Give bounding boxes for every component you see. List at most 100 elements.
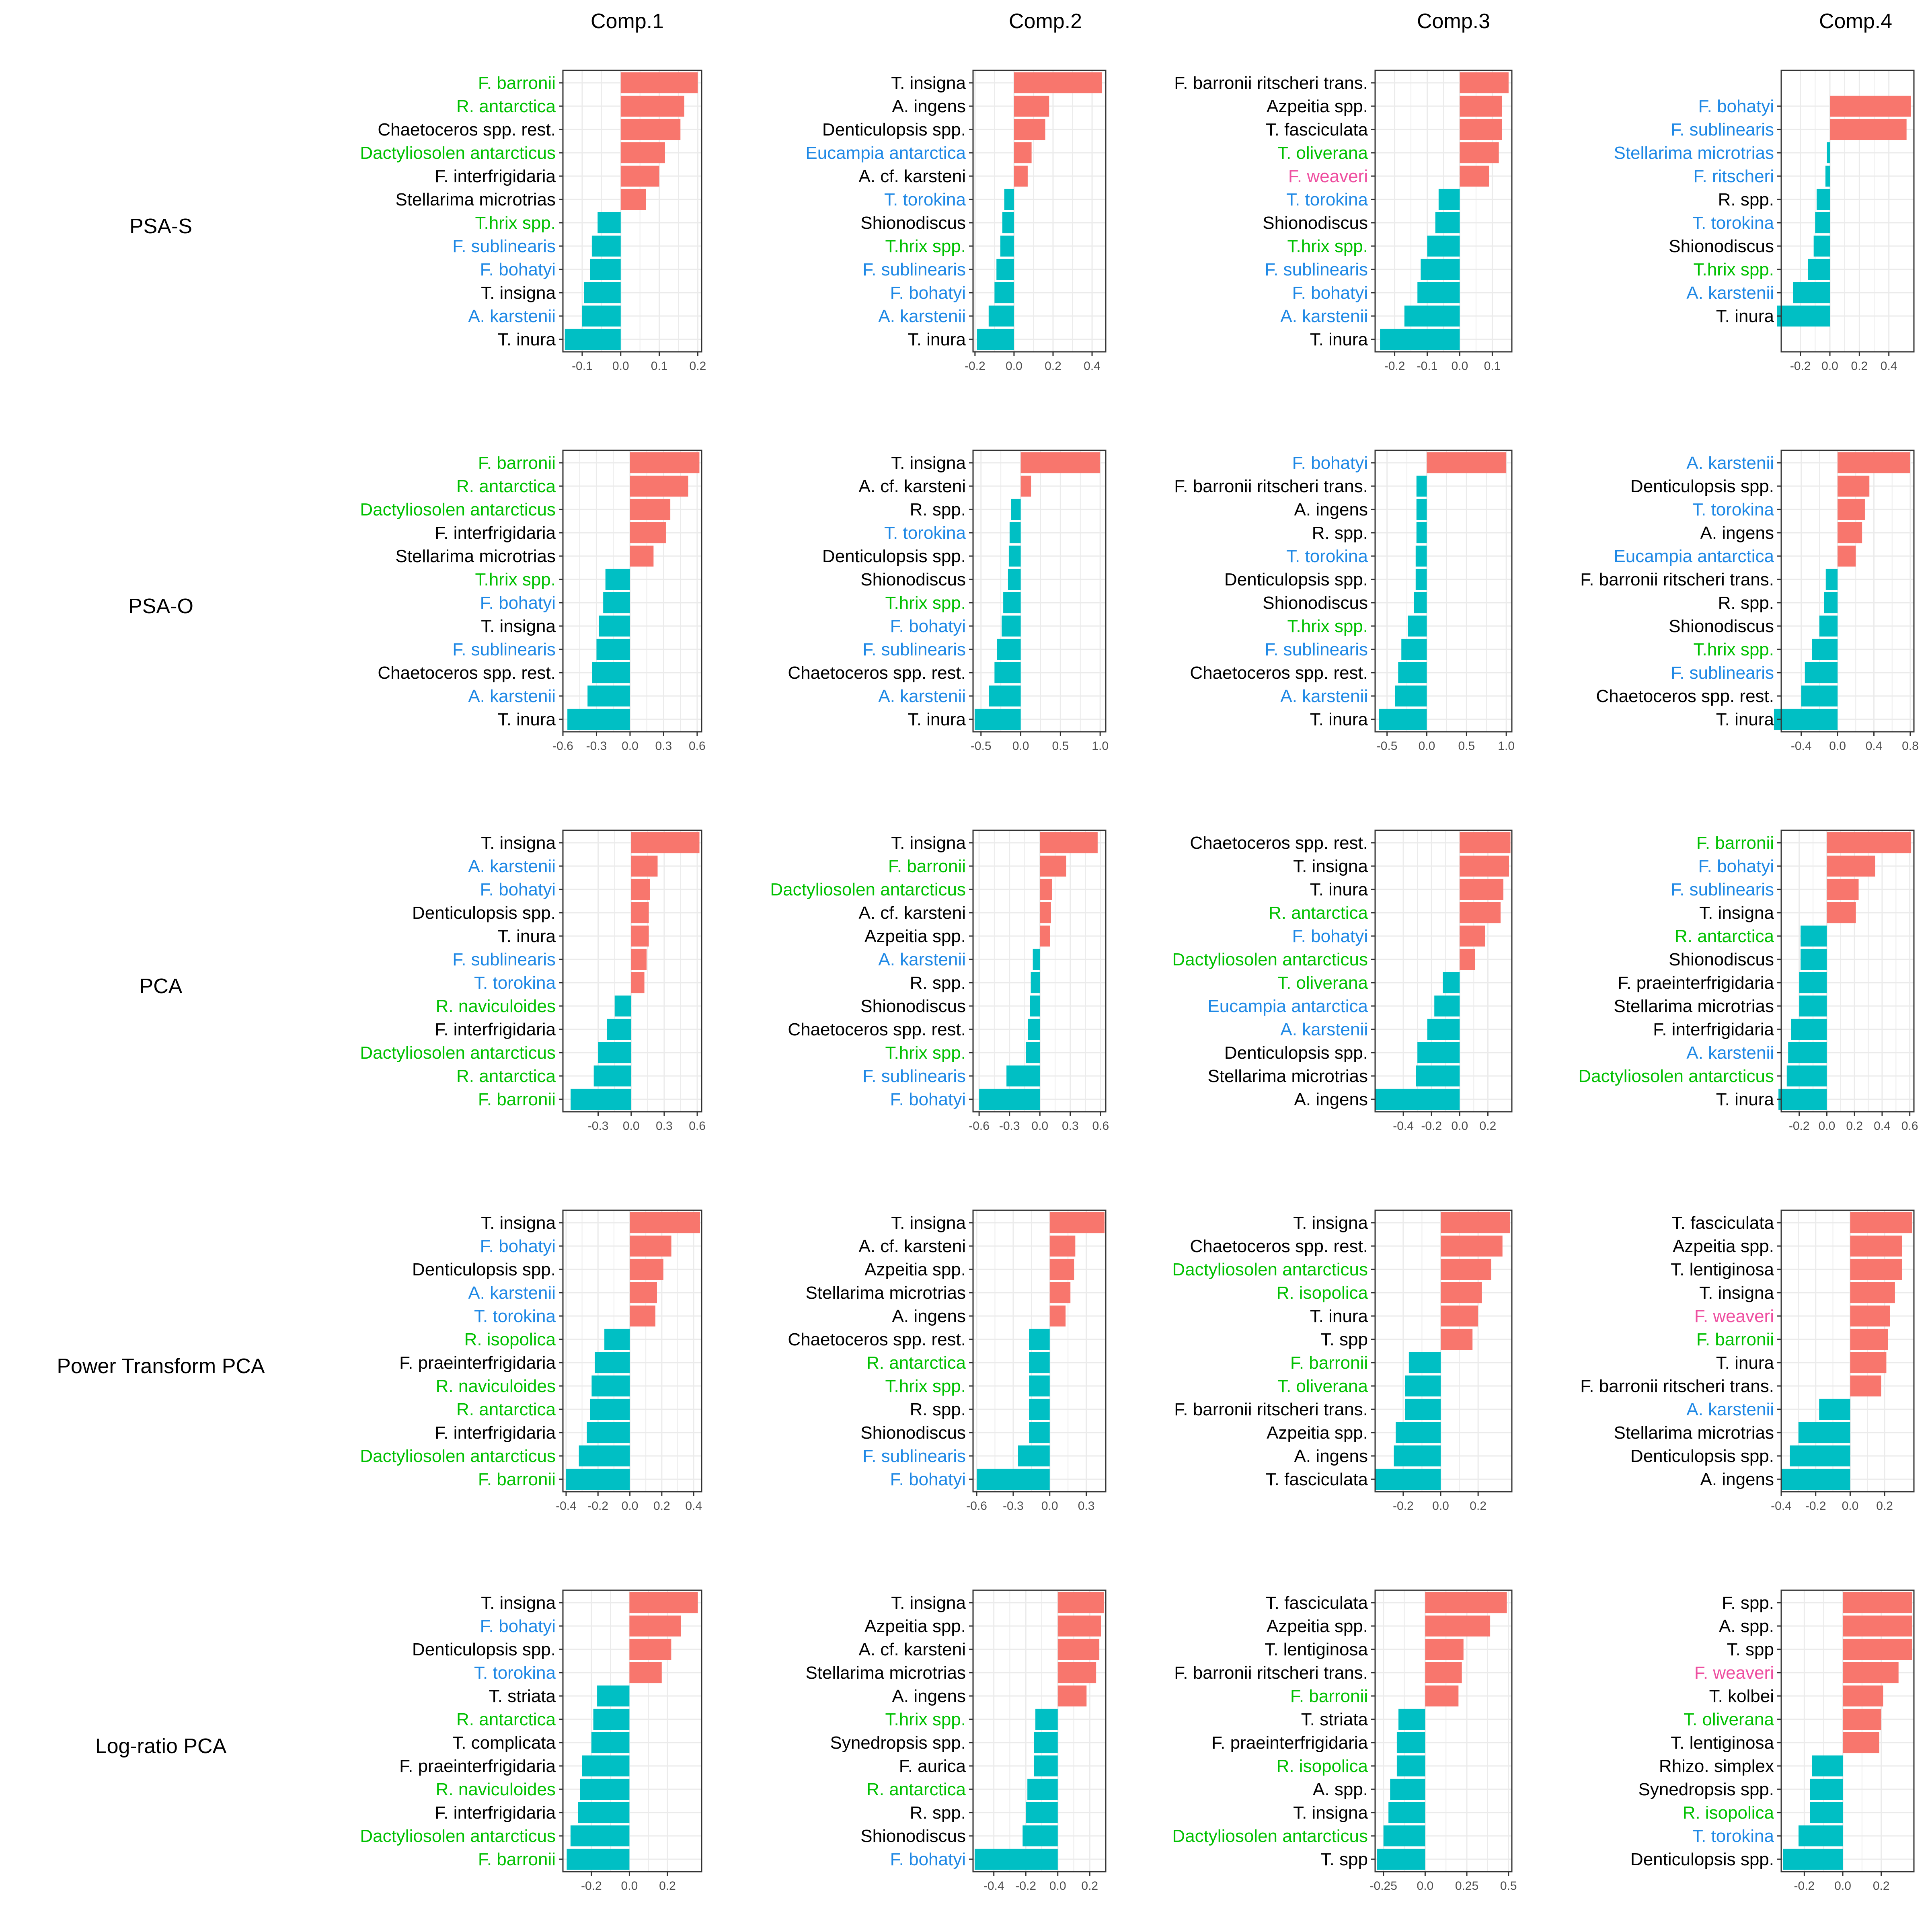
bar xyxy=(1838,499,1865,520)
bar xyxy=(620,72,698,94)
category-label: F. bohatyi xyxy=(890,1090,966,1109)
bar xyxy=(582,1755,630,1777)
bar xyxy=(629,1638,671,1660)
category-label: F. sublinearis xyxy=(452,236,556,256)
x-tick-label: -0.3 xyxy=(1003,1499,1024,1513)
category-label: Stellarima microtrias xyxy=(805,1283,966,1303)
category-label: T. torokina xyxy=(1286,190,1368,209)
panel-border xyxy=(562,1589,702,1872)
x-tick-label: 0.25 xyxy=(1455,1879,1478,1893)
category-label: F. sublinearis xyxy=(1265,260,1368,279)
bar xyxy=(1388,1802,1425,1823)
x-tick-label: -0.2 xyxy=(581,1879,602,1893)
category-label: T. torokina xyxy=(474,1663,556,1683)
panel-background xyxy=(973,450,1106,732)
category-label: A. karstenii xyxy=(1280,306,1368,326)
bar xyxy=(1416,499,1427,520)
bar xyxy=(977,329,1014,350)
category-label: T. complicata xyxy=(452,1733,556,1753)
category-label: F. bohatyi xyxy=(890,1470,966,1489)
x-tick-label: 0.4 xyxy=(685,1499,702,1513)
bar xyxy=(1022,1825,1058,1847)
category-label: A. ingens xyxy=(1294,1090,1368,1109)
bar xyxy=(1441,1282,1482,1304)
panel-psa-s-comp1: -0.1 0.0 0.1 0.2 F. barronii R. antarctica Cha… xyxy=(360,70,706,373)
bar xyxy=(1460,119,1502,140)
row-label-5: Log-ratio PCA xyxy=(95,1735,227,1758)
bar xyxy=(1827,902,1856,924)
x-tick-label: 0.0 xyxy=(1834,1879,1851,1893)
category-label: R. antarctica xyxy=(456,1066,556,1086)
bar xyxy=(974,1848,1058,1870)
category-label: R. spp. xyxy=(1718,190,1774,209)
category-label: T.hrix spp. xyxy=(1693,260,1774,279)
category-label: F. praeinterfrigidaria xyxy=(399,1353,556,1373)
bar xyxy=(1460,142,1499,164)
category-label: F. interfrigidaria xyxy=(435,523,556,543)
bar xyxy=(1029,1352,1050,1374)
category-label: Denticulopsis spp. xyxy=(822,120,966,140)
category-label: F. bohatyi xyxy=(1292,926,1368,946)
bar xyxy=(1057,1685,1087,1707)
bar xyxy=(1027,1778,1058,1800)
panel-background xyxy=(563,1210,702,1492)
bar xyxy=(1460,855,1509,877)
category-label: F. sublinearis xyxy=(862,1446,966,1466)
bar xyxy=(1011,499,1021,520)
category-label: A. ingens xyxy=(1294,500,1368,519)
x-tick-label: 0.4 xyxy=(1881,359,1897,373)
category-label: Dactyliosolen antarcticus xyxy=(360,143,556,163)
panel-border xyxy=(562,829,702,1113)
category-label: F. aurica xyxy=(899,1756,966,1776)
bar xyxy=(1435,212,1460,234)
bar xyxy=(1028,1018,1040,1040)
bar xyxy=(1838,522,1862,544)
row-label-3: PCA xyxy=(140,975,183,998)
bar xyxy=(1425,1638,1464,1660)
category-label: T. spp xyxy=(1321,1330,1368,1349)
bar xyxy=(1020,452,1101,474)
category-label: Eucampia antarctica xyxy=(1614,546,1774,566)
category-label: F. interfrigidaria xyxy=(435,166,556,186)
category-label: Chaetoceros spp. rest. xyxy=(378,120,556,140)
category-label: A. karstenii xyxy=(468,686,556,706)
category-label: Eucampia antarctica xyxy=(805,143,966,163)
category-label: T.hrix spp. xyxy=(885,593,966,613)
panel-border xyxy=(972,1589,1107,1872)
category-label: R. isopolica xyxy=(1683,1803,1774,1823)
bar xyxy=(1838,452,1910,474)
bar xyxy=(1415,545,1427,567)
category-label: T. fasciculata xyxy=(1266,1470,1368,1489)
x-tick-label: 0.3 xyxy=(1078,1499,1095,1513)
bar xyxy=(1390,1778,1425,1800)
category-label: Dactyliosolen antarcticus xyxy=(360,500,556,519)
bar xyxy=(1801,685,1838,707)
bar xyxy=(1396,1422,1441,1443)
bar xyxy=(1020,475,1031,497)
panel-background xyxy=(973,1590,1106,1872)
bar xyxy=(1808,259,1830,280)
category-label: T. inura xyxy=(1716,710,1774,729)
bar xyxy=(630,1259,663,1280)
bar xyxy=(571,1088,631,1110)
panel-border xyxy=(1374,70,1513,353)
category-label: A. karstenii xyxy=(1686,1043,1774,1063)
bar xyxy=(597,212,621,234)
bar xyxy=(1441,1305,1478,1327)
bar xyxy=(1850,1328,1888,1350)
category-label: F. barronii xyxy=(1290,1686,1368,1706)
bar xyxy=(1441,1328,1473,1350)
bar xyxy=(1405,1398,1441,1420)
category-label: T. oliverana xyxy=(1684,1710,1774,1729)
bar xyxy=(1441,1235,1503,1257)
bar xyxy=(1460,902,1501,924)
bar xyxy=(631,879,650,900)
x-tick-label: -0.2 xyxy=(1794,1879,1815,1893)
category-label: A. spp. xyxy=(1719,1616,1774,1636)
bar xyxy=(1394,1445,1441,1467)
category-label: T. inura xyxy=(1310,710,1368,729)
x-tick-label: 0.2 xyxy=(1045,359,1062,373)
x-tick-label: 0.0 xyxy=(1432,1499,1449,1513)
bar xyxy=(1049,1212,1105,1234)
category-label: Dactyliosolen antarcticus xyxy=(1172,1260,1368,1279)
